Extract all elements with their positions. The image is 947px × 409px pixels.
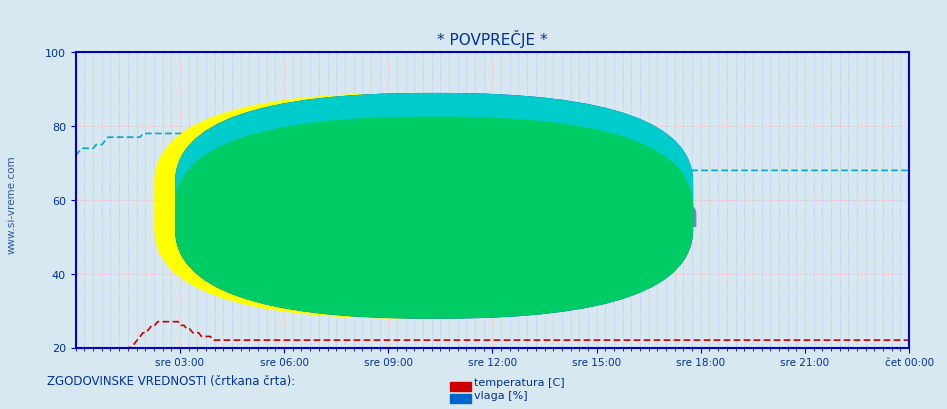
Text: www.si-vreme.com: www.si-vreme.com [7, 155, 16, 254]
Text: temperatura [C]: temperatura [C] [474, 377, 564, 387]
Title: * POVPREČJE *: * POVPREČJE * [438, 30, 547, 48]
Text: vlaga [%]: vlaga [%] [474, 389, 527, 400]
FancyBboxPatch shape [176, 118, 692, 318]
Text: ZGODOVINSKE VREDNOSTI (črtkana črta):: ZGODOVINSKE VREDNOSTI (črtkana črta): [47, 375, 295, 387]
Text: www.si-vreme.com: www.si-vreme.com [285, 196, 700, 234]
FancyBboxPatch shape [176, 94, 692, 294]
FancyBboxPatch shape [155, 94, 676, 318]
FancyBboxPatch shape [176, 94, 692, 318]
